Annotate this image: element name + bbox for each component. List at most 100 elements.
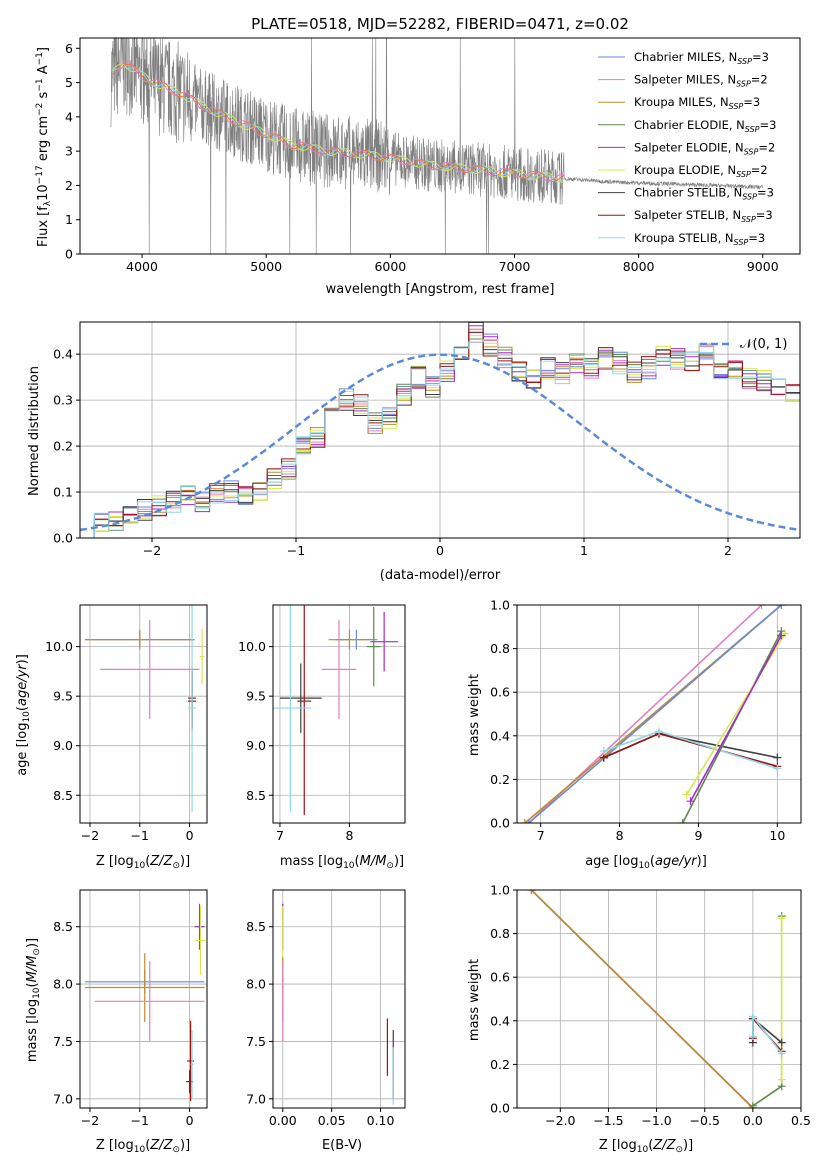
residual-histogram — [80, 340, 800, 538]
legend-subscript: SSP — [736, 170, 751, 179]
y-tick-label: 3 — [65, 144, 73, 159]
x-tick-label: 0.0 — [743, 1113, 763, 1128]
y-tick-label: 4 — [65, 109, 73, 124]
weight-marker — [777, 1049, 786, 1058]
weight-series — [603, 730, 778, 770]
spectrum-panel: PLATE=0518, MJD=52282, FIBERID=0471, z=0… — [35, 15, 801, 297]
x-tick-label: −2.0 — [545, 1113, 575, 1128]
spectrum-frame: 4000 5000 6000 7000 8000 9000 0 1 2 3 4 5 6 — [65, 37, 801, 274]
legend-entry: Chabrier STELIB, NSSP=3 — [634, 186, 774, 202]
y-tick-label: 0.6 — [490, 685, 510, 700]
residuals-frame: −2 −1 0 1 2 0.0 0.1 0.2 0.3 0.4 — [53, 321, 801, 558]
weight_vs_Z-axes — [517, 889, 802, 1109]
weight-series — [603, 732, 778, 768]
residuals-panel: −2 −1 0 1 2 0.0 0.1 0.2 0.3 0.4 (data-model)/erro… — [27, 321, 801, 583]
age_vs_mass-frame: 7 8 8.5 9.0 9.5 10.0 — [238, 604, 406, 843]
legend-count: =3 — [757, 186, 774, 200]
model-fit-line — [112, 60, 565, 182]
spectrum-plot-area: 4000 5000 6000 7000 8000 9000 0 1 2 3 4 5 6 — [65, 37, 801, 274]
weight_vs_age-marks — [520, 605, 790, 823]
residual-histogram — [80, 339, 800, 538]
massZ-xlabel: Z [log10(Z/Z⊙)] — [96, 1138, 190, 1155]
x-tick-label: 0.00 — [269, 1113, 297, 1128]
x-tick-label: 1 — [580, 543, 588, 558]
weight-series — [752, 1014, 783, 1054]
mass_vs_EBV-marks — [282, 903, 394, 1105]
legend-entry: Kroupa STELIB, NSSP=3 — [634, 231, 765, 247]
weight-series — [685, 632, 786, 796]
weight-marker — [777, 1038, 786, 1047]
x-tick-label: −1 — [131, 1113, 149, 1128]
weight-marker — [777, 1075, 786, 1084]
weight-marker — [777, 631, 786, 640]
legend-entry: Kroupa MILES, NSSP=3 — [634, 95, 760, 111]
weight-marker — [757, 605, 766, 609]
age_vs_mass-axes — [273, 605, 405, 823]
y-tick-label: 0.3 — [53, 393, 73, 408]
x-tick-label: −1.5 — [593, 1113, 623, 1128]
legend-count: =2 — [751, 163, 768, 177]
x-tick-label: −2 — [143, 543, 161, 558]
x-tick-label: 9000 — [747, 259, 779, 274]
agemass-xlabel: mass [log10(M/M⊙)] — [280, 854, 404, 871]
axes-frame — [272, 889, 406, 1109]
normal-curve — [80, 353, 800, 532]
y-tick-label: 10.0 — [238, 639, 266, 654]
y-tick-label: 8.0 — [53, 977, 73, 992]
weight-marker — [599, 747, 608, 756]
axes-frame — [79, 604, 208, 824]
y-tick-label: 9.0 — [53, 738, 73, 753]
ageZ-ylabel: age [log10(age/yr)] — [15, 654, 32, 776]
massZ-ylabel: mass [log10(M/M⊙)] — [25, 938, 42, 1062]
residuals-plot-area: −2 −1 0 1 2 0.0 0.1 0.2 0.3 0.4 — [53, 321, 801, 558]
y-tick-label: 8.0 — [246, 977, 266, 992]
legend-subscript: SSP — [744, 147, 759, 156]
spectrum-data-line — [110, 38, 764, 254]
y-tick-label: 8.5 — [53, 919, 73, 934]
x-tick-label: 5000 — [250, 259, 282, 274]
axes-frame — [516, 604, 802, 824]
legend-count: =3 — [760, 118, 777, 132]
x-tick-label: −1.0 — [641, 1113, 671, 1128]
x-tick-label: 0.05 — [318, 1113, 346, 1128]
weight-marker — [678, 819, 687, 823]
age_vs_Z-marks — [84, 605, 205, 813]
weight-marker — [527, 890, 536, 894]
mass_vs_Z-frame: −2 −1 0 7.0 7.5 8.0 8.5 — [53, 889, 208, 1128]
legend-subscript: SSP — [729, 102, 744, 111]
y-tick-label: 0.0 — [490, 1101, 510, 1116]
weight-series — [530, 890, 754, 1108]
y-tick-label: 8.5 — [246, 919, 266, 934]
residuals-axes — [80, 322, 800, 539]
legend-count: =2 — [751, 73, 768, 87]
y-tick-label: 1 — [65, 212, 73, 227]
spectrum-title: PLATE=0518, MJD=52282, FIBERID=0471, z=0… — [251, 15, 629, 33]
y-tick-label: 5 — [65, 75, 73, 90]
y-tick-label: 10.0 — [45, 639, 73, 654]
y-tick-label: 0.0 — [53, 531, 73, 546]
legend-count: =3 — [748, 231, 765, 245]
legend-subscript: SSP — [745, 125, 760, 134]
residual-histogram — [80, 331, 800, 538]
legend-count: =2 — [758, 140, 775, 154]
y-tick-label: 8.5 — [53, 788, 73, 803]
spectrum-axes — [110, 38, 764, 254]
weight-marker — [777, 605, 786, 609]
x-tick-label: 0.5 — [791, 1113, 811, 1128]
y-tick-label: 0.2 — [53, 439, 73, 454]
weight-marker — [682, 790, 691, 799]
x-tick-label: −2 — [81, 1113, 99, 1128]
axes-frame — [79, 37, 801, 255]
y-tick-label: 1.0 — [490, 883, 510, 898]
age_vs_Z-axes — [80, 605, 207, 823]
legend-entry: Salpeter ELODIE, NSSP=2 — [634, 140, 775, 156]
wZ-xlabel: Z [log10(Z/Z⊙)] — [599, 1138, 693, 1155]
x-tick-label: 10 — [769, 828, 785, 843]
residuals-legend: 𝒩(0, 1) — [700, 337, 787, 352]
y-tick-label: 7.0 — [246, 1091, 266, 1106]
weight-marker — [686, 797, 695, 806]
x-tick-label: 9 — [694, 828, 702, 843]
weight-marker — [748, 1101, 757, 1108]
y-tick-label: 1.0 — [490, 598, 510, 613]
